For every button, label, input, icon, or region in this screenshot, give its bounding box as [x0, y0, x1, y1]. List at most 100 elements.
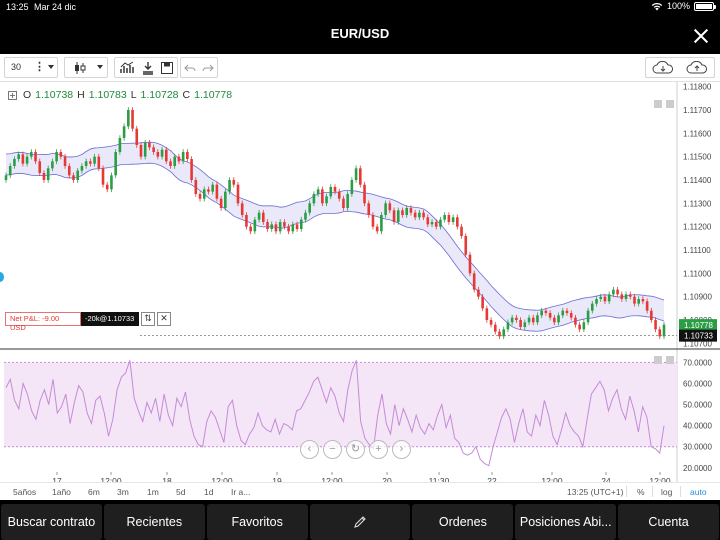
position-line-label[interactable]: Net P&L: -9.00 USD -20k@1.10733 ⇅ ✕: [5, 312, 171, 332]
candle-body: [519, 320, 522, 327]
save-icon[interactable]: [160, 61, 174, 75]
time-tick-label: 12:00: [541, 476, 563, 482]
status-bar: 13:25 Mar 24 dic 100%: [0, 0, 720, 14]
candle-body: [569, 313, 573, 318]
range-1y[interactable]: 1año: [52, 487, 71, 497]
candle-body: [93, 156, 96, 164]
nav-draw[interactable]: [309, 504, 411, 540]
nav-orders[interactable]: Ordenes: [412, 504, 514, 540]
interval-selector[interactable]: 30 ⋮: [4, 57, 58, 78]
price-tick-label: 1.11100: [683, 246, 711, 255]
candle-body: [4, 175, 8, 180]
zoom-in-button[interactable]: +: [369, 440, 388, 459]
cloud-download-icon[interactable]: [652, 61, 674, 75]
price-tick-label: 1.11200: [683, 223, 712, 232]
pane-control-icon: [666, 356, 674, 364]
timezone[interactable]: 13:25 (UTC+1): [567, 487, 624, 497]
candle-body: [658, 329, 662, 337]
candle-body: [590, 303, 594, 311]
candle-body: [607, 294, 611, 302]
candle-body: [561, 310, 565, 316]
candle-body: [565, 310, 569, 313]
rsi-tick-label: 20.0000: [683, 464, 712, 473]
candle-body: [439, 219, 442, 227]
reset-zoom-button[interactable]: ↻: [346, 440, 365, 459]
range-1m[interactable]: 1m: [147, 487, 159, 497]
divider: [652, 486, 653, 497]
range-5d[interactable]: 5d: [176, 487, 186, 497]
candle-body: [548, 313, 552, 318]
candle-body: [443, 215, 446, 220]
candle-body: [620, 294, 624, 299]
high-label: H: [77, 89, 85, 101]
redo-icon[interactable]: [202, 62, 214, 74]
candle-body: [291, 224, 295, 232]
pane-control-icon: [654, 100, 662, 108]
cloud-upload-icon[interactable]: [686, 61, 708, 75]
candle-body: [194, 180, 198, 194]
side-handle[interactable]: [0, 272, 4, 282]
position-size: -20k@1.10733: [81, 312, 139, 326]
range-6m[interactable]: 6m: [88, 487, 100, 497]
position-price-tag: [679, 329, 717, 342]
undo-icon[interactable]: [184, 62, 196, 74]
rsi-tick-label: 40.0000: [683, 422, 712, 431]
candle-body: [278, 222, 282, 232]
chart-toolbar: 30 ⋮: [0, 54, 720, 82]
candle-body: [232, 180, 236, 185]
chart-tools-group: [114, 57, 178, 78]
indicators-icon[interactable]: [120, 61, 134, 75]
reverse-position-button[interactable]: ⇅: [141, 312, 155, 326]
nav-recent[interactable]: Recientes: [103, 504, 205, 540]
nav-favorites[interactable]: Favoritos: [206, 504, 308, 540]
rsi-band: [4, 362, 677, 447]
candle-body: [169, 161, 172, 166]
auto-scale-toggle[interactable]: auto: [690, 487, 707, 497]
nav-account[interactable]: Cuenta: [618, 504, 720, 540]
expand-icon[interactable]: [8, 90, 17, 100]
close-position-button[interactable]: ✕: [157, 312, 171, 326]
pane-control-icon: [654, 356, 662, 364]
candle-body: [489, 320, 493, 325]
candle-body: [299, 219, 303, 229]
candle-body: [274, 224, 278, 232]
candle-body: [152, 147, 155, 152]
range-5y[interactable]: 5años: [13, 487, 37, 497]
go-to-date[interactable]: Ir a...: [231, 487, 251, 497]
price-chart[interactable]: 1.11800 1.11700 1.11600 1.11500 1.11400 1.113…: [0, 82, 720, 482]
range-3m[interactable]: 3m: [117, 487, 129, 497]
scroll-left-button[interactable]: ‹: [300, 440, 319, 459]
candle-body: [544, 310, 548, 313]
scroll-right-button[interactable]: ›: [392, 440, 411, 459]
zoom-out-button[interactable]: −: [323, 440, 342, 459]
percent-scale-toggle[interactable]: %: [637, 487, 645, 497]
zoom-controls: ‹ − ↻ + ›: [300, 440, 411, 459]
candle-body: [224, 191, 227, 208]
time-tick-label: 12:00: [211, 476, 233, 482]
download-icon[interactable]: [141, 61, 155, 75]
net-pnl: Net P&L: -9.00 USD: [5, 312, 81, 332]
current-price-label: 1.10778: [684, 321, 713, 330]
close-button[interactable]: [694, 29, 708, 43]
candle-body: [346, 194, 349, 208]
nav-search-contract[interactable]: Buscar contrato: [1, 504, 102, 540]
range-1d[interactable]: 1d: [204, 487, 214, 497]
undo-redo-group: [180, 57, 218, 78]
pencil-icon: [354, 516, 366, 528]
candle-body: [253, 219, 257, 232]
cloud-group: [645, 57, 715, 78]
chart-type-selector[interactable]: [64, 57, 108, 78]
candle-body: [586, 310, 590, 323]
candle-body: [595, 299, 598, 304]
candle-body: [181, 152, 185, 162]
nav-open-positions[interactable]: Posiciones Abi...: [515, 504, 617, 540]
ohlc-legend: O 1.10738 H 1.10783 L 1.10728 C 1.10778: [8, 89, 232, 101]
candle-body: [405, 208, 409, 215]
status-time: 13:25: [6, 2, 29, 12]
log-scale-toggle[interactable]: log: [661, 487, 673, 497]
candle-body: [337, 191, 341, 199]
candle-body: [30, 152, 33, 157]
candle-body: [350, 180, 354, 194]
candle-body: [456, 217, 459, 227]
candle-body: [80, 166, 84, 171]
